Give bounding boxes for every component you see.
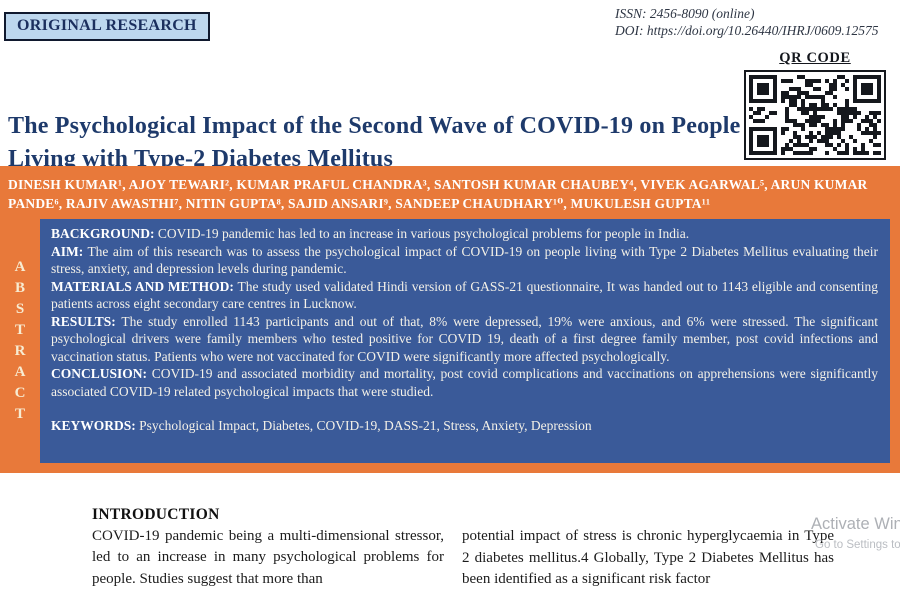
abstract-section-text: The study used validated Hindi version o… <box>51 278 879 312</box>
abstract-section: AIM: The aim of this research was to ass… <box>51 243 878 278</box>
intro-paragraph-right: potential impact of stress is chronic hy… <box>462 528 834 587</box>
abstract-section-label: AIM: <box>51 243 84 259</box>
keywords-label: KEYWORDS: <box>51 418 136 433</box>
abstract-banner: DINESH KUMAR¹, AJOY TEWARI², KUMAR PRAFU… <box>0 166 900 473</box>
abstract-section-label: BACKGROUND: <box>51 226 155 241</box>
abstract-section-text: The aim of this research was to assess t… <box>51 243 878 277</box>
abstract-section: MATERIALS AND METHOD: The study used val… <box>51 278 878 313</box>
qr-code-image <box>744 70 886 160</box>
original-research-badge: ORIGINAL RESEARCH <box>4 12 210 41</box>
keywords-line: KEYWORDS: Psychological Impact, Diabetes… <box>51 417 878 435</box>
abstract-section-text: COVID-19 and associated morbidity and mo… <box>51 366 878 399</box>
introduction-heading: INTRODUCTION <box>92 506 220 523</box>
doi-line[interactable]: DOI: https://doi.org/10.26440/IHRJ/0609.… <box>615 23 879 38</box>
abstract-section-text: The study enrolled 1143 participants and… <box>51 313 878 364</box>
intro-column-left: INTRODUCTION COVID-19 pandemic being a m… <box>92 504 444 590</box>
qr-code-block: QR CODE <box>744 50 886 160</box>
issn-line: ISSN: 2456-8090 (online) <box>615 6 755 21</box>
abstract-section-text: COVID-19 pandemic has led to an increase… <box>157 226 690 241</box>
abstract-section: BACKGROUND: COVID-19 pandemic has led to… <box>51 225 878 243</box>
abstract-section-label: CONCLUSION: <box>51 366 148 381</box>
abstract-panel: BACKGROUND: COVID-19 pandemic has led to… <box>40 219 890 463</box>
abstract-section: CONCLUSION: COVID-19 and associated morb… <box>51 365 878 400</box>
keywords-text: Psychological Impact, Diabetes, COVID-19… <box>139 418 592 433</box>
qr-code-label: QR CODE <box>779 50 851 66</box>
authors-line: DINESH KUMAR¹, AJOY TEWARI², KUMAR PRAFU… <box>8 177 868 211</box>
abstract-section-label: RESULTS: <box>51 313 116 329</box>
intro-column-right: potential impact of stress is chronic hy… <box>462 526 834 591</box>
intro-paragraph-left: COVID-19 pandemic being a multi-dimensio… <box>92 527 444 587</box>
abstract-section-label: MATERIALS AND METHOD: <box>51 278 234 294</box>
masthead: ISSN: 2456-8090 (online) DOI: https://do… <box>615 5 878 39</box>
abstract-section: RESULTS: The study enrolled 1143 partici… <box>51 313 878 366</box>
